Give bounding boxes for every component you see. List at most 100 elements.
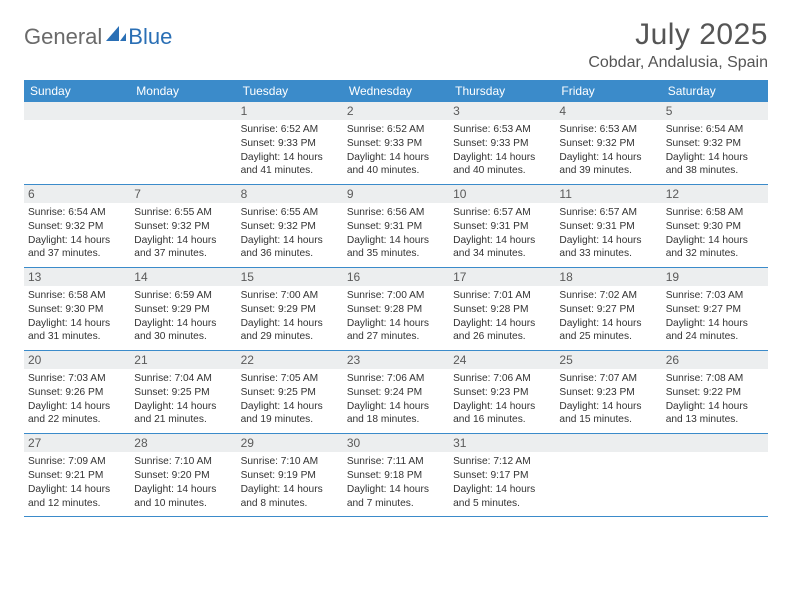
day-number: 29 xyxy=(237,434,343,452)
sunset-text: Sunset: 9:18 PM xyxy=(347,469,445,483)
day-cell: 6Sunrise: 6:54 AMSunset: 9:32 PMDaylight… xyxy=(24,185,130,267)
daylight-text: Daylight: 14 hours and 25 minutes. xyxy=(559,317,657,345)
daylight-text: Daylight: 14 hours and 19 minutes. xyxy=(241,400,339,428)
daylight-text: Daylight: 14 hours and 40 minutes. xyxy=(453,151,551,179)
month-title: July 2025 xyxy=(588,18,768,52)
daylight-text: Daylight: 14 hours and 27 minutes. xyxy=(347,317,445,345)
day-cell: 29Sunrise: 7:10 AMSunset: 9:19 PMDayligh… xyxy=(237,434,343,516)
day-cell: 23Sunrise: 7:06 AMSunset: 9:24 PMDayligh… xyxy=(343,351,449,433)
daylight-text: Daylight: 14 hours and 37 minutes. xyxy=(134,234,232,262)
daylight-text: Daylight: 14 hours and 21 minutes. xyxy=(134,400,232,428)
daylight-text: Daylight: 14 hours and 30 minutes. xyxy=(134,317,232,345)
daylight-text: Daylight: 14 hours and 29 minutes. xyxy=(241,317,339,345)
day-cell: 14Sunrise: 6:59 AMSunset: 9:29 PMDayligh… xyxy=(130,268,236,350)
sunrise-text: Sunrise: 6:54 AM xyxy=(28,206,126,220)
sunrise-text: Sunrise: 7:09 AM xyxy=(28,455,126,469)
day-number: 28 xyxy=(130,434,236,452)
day-number: 23 xyxy=(343,351,449,369)
sunset-text: Sunset: 9:31 PM xyxy=(347,220,445,234)
sunrise-text: Sunrise: 7:03 AM xyxy=(28,372,126,386)
day-cell: 19Sunrise: 7:03 AMSunset: 9:27 PMDayligh… xyxy=(662,268,768,350)
day-cell: 2Sunrise: 6:52 AMSunset: 9:33 PMDaylight… xyxy=(343,102,449,184)
sunrise-text: Sunrise: 6:57 AM xyxy=(559,206,657,220)
day-number: 9 xyxy=(343,185,449,203)
weekday-header: Sunday xyxy=(24,80,130,102)
day-cell: 30Sunrise: 7:11 AMSunset: 9:18 PMDayligh… xyxy=(343,434,449,516)
daylight-text: Daylight: 14 hours and 39 minutes. xyxy=(559,151,657,179)
day-cell xyxy=(555,434,661,516)
sunrise-text: Sunrise: 6:58 AM xyxy=(28,289,126,303)
sunset-text: Sunset: 9:23 PM xyxy=(559,386,657,400)
sunset-text: Sunset: 9:32 PM xyxy=(241,220,339,234)
sunset-text: Sunset: 9:20 PM xyxy=(134,469,232,483)
sunset-text: Sunset: 9:29 PM xyxy=(134,303,232,317)
day-number: 7 xyxy=(130,185,236,203)
daylight-text: Daylight: 14 hours and 36 minutes. xyxy=(241,234,339,262)
day-number: 3 xyxy=(449,102,555,120)
sunset-text: Sunset: 9:17 PM xyxy=(453,469,551,483)
sunrise-text: Sunrise: 6:53 AM xyxy=(453,123,551,137)
sunrise-text: Sunrise: 7:00 AM xyxy=(241,289,339,303)
day-number: 10 xyxy=(449,185,555,203)
header: General Blue July 2025 Cobdar, Andalusia… xyxy=(24,18,768,72)
day-number: 30 xyxy=(343,434,449,452)
sunset-text: Sunset: 9:24 PM xyxy=(347,386,445,400)
sunrise-text: Sunrise: 7:10 AM xyxy=(134,455,232,469)
weekday-header: Friday xyxy=(555,80,661,102)
day-number: 19 xyxy=(662,268,768,286)
sunset-text: Sunset: 9:26 PM xyxy=(28,386,126,400)
title-block: July 2025 Cobdar, Andalusia, Spain xyxy=(588,18,768,72)
daylight-text: Daylight: 14 hours and 24 minutes. xyxy=(666,317,764,345)
weekday-header: Monday xyxy=(130,80,236,102)
day-number: 5 xyxy=(662,102,768,120)
daylight-text: Daylight: 14 hours and 40 minutes. xyxy=(347,151,445,179)
day-cell: 27Sunrise: 7:09 AMSunset: 9:21 PMDayligh… xyxy=(24,434,130,516)
day-number: 20 xyxy=(24,351,130,369)
day-cell: 22Sunrise: 7:05 AMSunset: 9:25 PMDayligh… xyxy=(237,351,343,433)
sunset-text: Sunset: 9:27 PM xyxy=(559,303,657,317)
weekday-header: Tuesday xyxy=(237,80,343,102)
sunset-text: Sunset: 9:33 PM xyxy=(453,137,551,151)
day-number: 11 xyxy=(555,185,661,203)
day-cell: 1Sunrise: 6:52 AMSunset: 9:33 PMDaylight… xyxy=(237,102,343,184)
sunrise-text: Sunrise: 7:06 AM xyxy=(347,372,445,386)
daylight-text: Daylight: 14 hours and 16 minutes. xyxy=(453,400,551,428)
sunrise-text: Sunrise: 6:52 AM xyxy=(347,123,445,137)
sunset-text: Sunset: 9:30 PM xyxy=(28,303,126,317)
sunrise-text: Sunrise: 6:56 AM xyxy=(347,206,445,220)
empty-day-bar xyxy=(555,434,661,452)
sunset-text: Sunset: 9:23 PM xyxy=(453,386,551,400)
weekday-header: Saturday xyxy=(662,80,768,102)
sunrise-text: Sunrise: 6:58 AM xyxy=(666,206,764,220)
sunrise-text: Sunrise: 7:00 AM xyxy=(347,289,445,303)
day-number: 12 xyxy=(662,185,768,203)
day-cell: 9 Sunrise: 6:56 AMSunset: 9:31 PMDaylight… xyxy=(343,185,449,267)
week-row: 1Sunrise: 6:52 AMSunset: 9:33 PMDaylight… xyxy=(24,102,768,185)
day-number: 8 xyxy=(237,185,343,203)
day-number: 13 xyxy=(24,268,130,286)
sunrise-text: Sunrise: 6:53 AM xyxy=(559,123,657,137)
week-row: 20 Sunrise: 7:03 AMSunset: 9:26 PM Dayligh… xyxy=(24,351,768,434)
empty-day-bar xyxy=(130,102,236,120)
logo-text-blue: Blue xyxy=(128,24,172,50)
day-cell: 15Sunrise: 7:00 AMSunset: 9:29 PMDayligh… xyxy=(237,268,343,350)
sunrise-text: Sunrise: 7:11 AM xyxy=(347,455,445,469)
weekday-header-row: SundayMondayTuesdayWednesdayThursdayFrid… xyxy=(24,80,768,102)
day-number: 25 xyxy=(555,351,661,369)
day-number: 4 xyxy=(555,102,661,120)
sunrise-text: Sunrise: 7:02 AM xyxy=(559,289,657,303)
daylight-text: Daylight: 14 hours and 33 minutes. xyxy=(559,234,657,262)
sunrise-text: Sunrise: 6:55 AM xyxy=(241,206,339,220)
daylight-text: Daylight: 14 hours and 8 minutes. xyxy=(241,483,339,511)
sunset-text: Sunset: 9:25 PM xyxy=(241,386,339,400)
day-cell: 21Sunrise: 7:04 AMSunset: 9:25 PMDayligh… xyxy=(130,351,236,433)
sunset-text: Sunset: 9:25 PM xyxy=(134,386,232,400)
daylight-text: Daylight: 14 hours and 35 minutes. xyxy=(347,234,445,262)
sunset-text: Sunset: 9:31 PM xyxy=(453,220,551,234)
sunset-text: Sunset: 9:28 PM xyxy=(453,303,551,317)
logo: General Blue xyxy=(24,18,172,50)
day-cell: 20Sunrise: 7:03 AMSunset: 9:26 PMDayligh… xyxy=(24,351,130,433)
week-row: 27Sunrise: 7:09 AMSunset: 9:21 PMDayligh… xyxy=(24,434,768,517)
day-cell: 24Sunrise: 7:06 AMSunset: 9:23 PMDayligh… xyxy=(449,351,555,433)
daylight-text: Daylight: 14 hours and 13 minutes. xyxy=(666,400,764,428)
